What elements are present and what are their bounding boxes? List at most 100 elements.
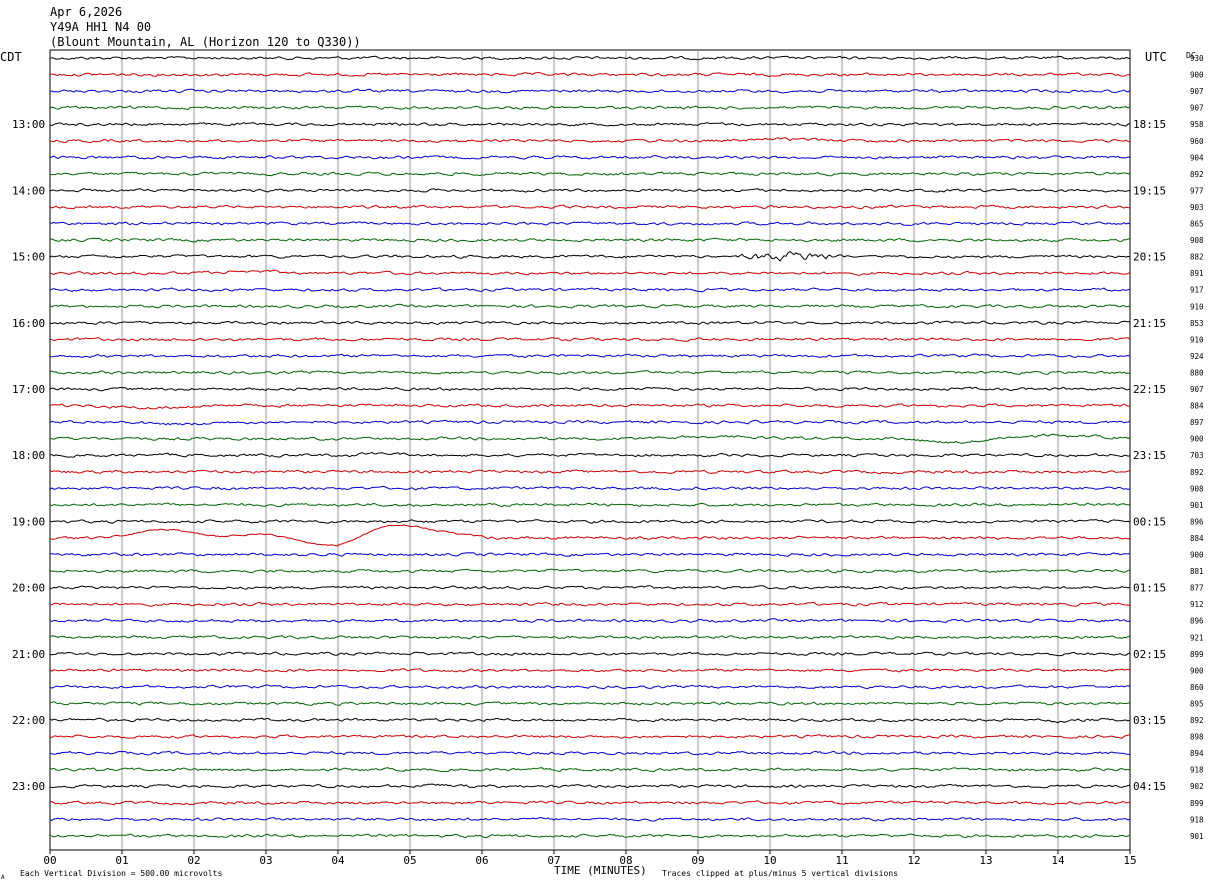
seismic-trace (49, 88, 1131, 94)
seismic-trace (49, 585, 1131, 590)
utc-hour-label: 19:15 (1133, 184, 1166, 197)
dc-offset-label: 900 (1190, 666, 1204, 675)
utc-hour-label: 04:15 (1133, 780, 1166, 793)
seismic-trace (49, 651, 1131, 657)
trace-group (49, 55, 1131, 839)
dc-offset-label: 884 (1190, 534, 1204, 543)
dc-offset-label: 908 (1190, 236, 1204, 245)
x-tick-label: 12 (907, 854, 920, 867)
x-tick-label: 11 (835, 854, 848, 867)
seismic-trace (49, 204, 1131, 210)
x-tick-label: 06 (475, 854, 488, 867)
cdt-hour-label: 14:00 (12, 184, 45, 197)
cdt-hour-label: 23:00 (12, 780, 45, 793)
clip-note: Traces clipped at plus/minus 5 vertical … (662, 869, 898, 878)
dc-offset-label: 910 (1190, 335, 1204, 344)
x-tick-label: 08 (619, 854, 632, 867)
dc-offset-label: 881 (1190, 567, 1204, 576)
cdt-hour-label: 17:00 (12, 383, 45, 396)
cdt-hour-label: 16:00 (12, 317, 45, 330)
dc-offset-label: 960 (1190, 137, 1204, 146)
x-tick-label: 10 (763, 854, 776, 867)
cdt-hour-label: 20:00 (12, 582, 45, 595)
dc-offset-label: 892 (1190, 170, 1204, 179)
seismic-trace (49, 502, 1130, 508)
x-tick-label: 00 (43, 854, 56, 867)
right-timezone-label: UTC (1145, 50, 1167, 64)
header-location: (Blount Mountain, AL (Horizon 120 to Q33… (50, 35, 361, 49)
dc-offset-label: 907 (1190, 87, 1204, 96)
dc-offset-label: 884 (1190, 402, 1204, 411)
cdt-hour-label: 21:00 (12, 648, 45, 661)
seismic-trace (49, 800, 1131, 806)
dc-offset-label: 896 (1190, 617, 1204, 626)
scale-note: Each Vertical Division = 500.00 microvol… (20, 869, 222, 878)
dc-offset-label: 900 (1190, 551, 1204, 560)
dc-offset-label: 908 (1190, 484, 1204, 493)
dc-offset-label: 907 (1190, 104, 1204, 113)
x-tick-label: 01 (115, 854, 128, 867)
seismic-trace (49, 701, 1131, 706)
left-timezone-label: CDT (0, 50, 22, 64)
x-tick-label: 15 (1123, 854, 1136, 867)
dc-offset-label: 930 (1190, 54, 1204, 63)
dc-offset-label: 918 (1190, 815, 1204, 824)
seismic-trace (49, 668, 1131, 673)
seismic-trace (49, 171, 1131, 177)
cdt-hour-label: 22:00 (12, 714, 45, 727)
dc-offset-label: 895 (1190, 699, 1204, 708)
dc-offset-label: 891 (1190, 269, 1204, 278)
utc-hour-label: 03:15 (1133, 714, 1166, 727)
header-station: Y49A HH1 N4 00 (50, 20, 151, 34)
cdt-hour-label: 18:00 (12, 449, 45, 462)
seismic-trace (49, 833, 1131, 839)
dc-offset-label: 900 (1190, 435, 1204, 444)
seismic-trace (49, 337, 1131, 342)
x-axis-title: TIME (MINUTES) (554, 864, 647, 877)
seismic-trace (49, 287, 1131, 293)
seismic-trace (49, 72, 1131, 78)
seismic-trace (49, 154, 1131, 160)
seismic-trace (49, 469, 1131, 475)
seismic-trace (49, 122, 1131, 127)
seismic-trace (49, 518, 1131, 524)
seismic-trace (49, 767, 1131, 773)
dc-offset-label: 924 (1190, 352, 1204, 361)
dc-offset-label: 894 (1190, 749, 1204, 758)
seismic-trace (49, 188, 1131, 193)
dc-offset-label: 882 (1190, 253, 1204, 262)
x-tick-label: 02 (187, 854, 200, 867)
dc-offset-label: 977 (1190, 186, 1204, 195)
cdt-hour-label: 13:00 (12, 118, 45, 131)
dc-offset-label: 918 (1190, 766, 1204, 775)
seismic-trace (49, 568, 1131, 574)
seismic-trace (49, 353, 1131, 359)
header-date: Apr 6,2026 (50, 5, 122, 19)
dc-offset-label: 900 (1190, 71, 1204, 80)
x-tick-label: 04 (331, 854, 345, 867)
seismic-trace (49, 485, 1131, 491)
seismic-trace (49, 783, 1131, 789)
dc-offset-label: 917 (1190, 286, 1204, 295)
axis-labels: 00 01 02 03 04 05 06 07 08 09 10 11 12 13 14 15 930 900 90… (12, 54, 1204, 867)
dc-offset-label: 898 (1190, 733, 1204, 742)
x-tick-label: 07 (547, 854, 560, 867)
cdt-hour-label: 19:00 (12, 515, 45, 528)
dc-offset-label: 904 (1190, 153, 1204, 162)
dc-offset-label: 921 (1190, 633, 1204, 642)
seismic-trace (49, 433, 1131, 444)
utc-hour-label: 20:15 (1133, 251, 1166, 264)
seismic-trace (49, 320, 1131, 326)
dc-offset-label: 703 (1190, 451, 1204, 460)
seismic-trace (49, 750, 1131, 756)
x-tick-label: 03 (259, 854, 272, 867)
seismic-trace (49, 303, 1131, 309)
dc-offset-label: 880 (1190, 368, 1204, 377)
seismic-trace (49, 221, 1131, 226)
seismic-trace (49, 370, 1131, 375)
utc-hour-label: 01:15 (1133, 582, 1166, 595)
seismic-trace (49, 817, 1131, 822)
dc-offset-label: 899 (1190, 799, 1204, 808)
dc-offset-label: 910 (1190, 302, 1204, 311)
